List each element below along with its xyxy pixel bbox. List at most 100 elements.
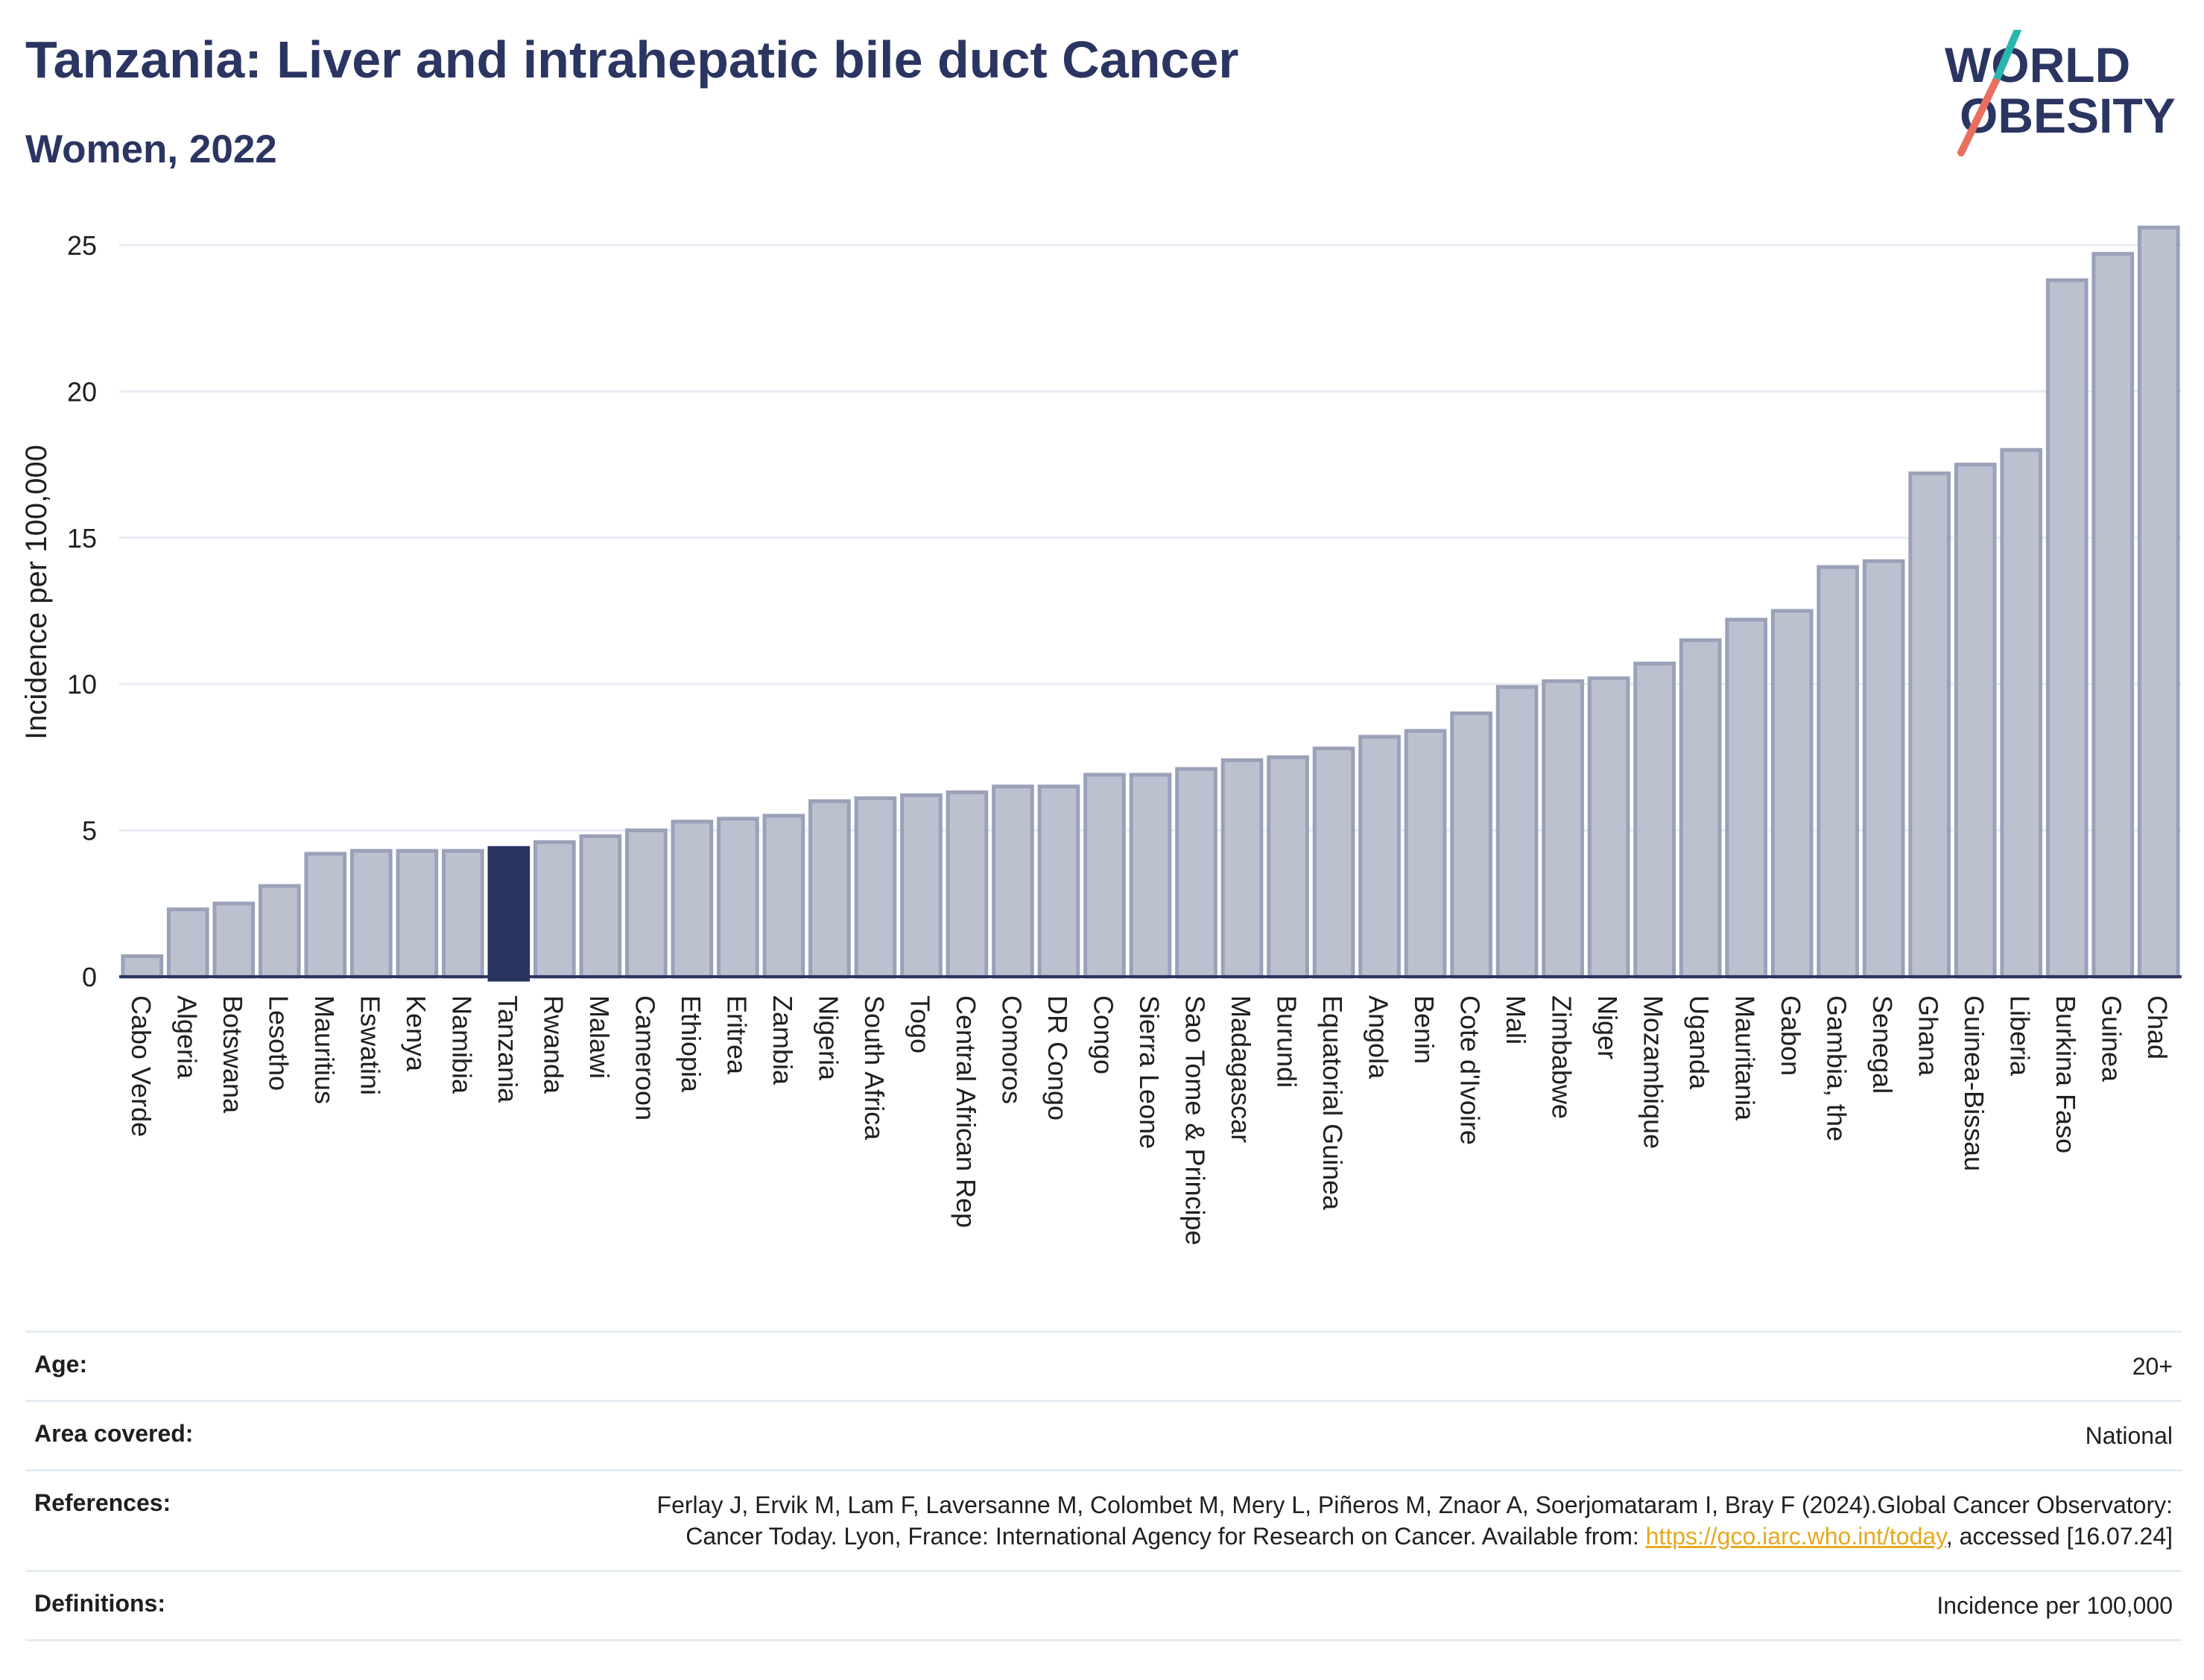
x-tick-label: Uganda	[1684, 995, 1714, 1090]
x-tick-label: Guinea	[2097, 995, 2127, 1083]
x-tick-label: Tanzania	[493, 995, 523, 1103]
bar-kenya	[396, 849, 439, 979]
x-tick-label: Lesotho	[263, 995, 294, 1091]
x-tick-label: Rwanda	[538, 995, 569, 1094]
x-tick-label: Cote d'Ivoire	[1455, 995, 1486, 1145]
bar-gambia-the	[1817, 565, 1860, 979]
area-label: Area covered:	[34, 1420, 194, 1447]
bar-burundi	[1267, 755, 1309, 979]
area-value: National	[2085, 1422, 2173, 1449]
bar-botswana	[212, 901, 256, 979]
x-tick-label: Guinea-Bissau	[1959, 995, 1989, 1171]
x-tick-label: Botswana	[218, 995, 248, 1114]
y-tick-label: 0	[82, 962, 97, 992]
info-table: Age: 20+ Area covered: National Referenc…	[25, 1331, 2182, 1641]
x-tick-label: Burkina Faso	[2051, 995, 2081, 1153]
bar-ghana	[1908, 471, 1951, 979]
x-tick-label: Eritrea	[721, 995, 752, 1075]
x-tick-label: Sierra Leone	[1134, 995, 1165, 1149]
x-tick-label: Mauritius	[309, 995, 340, 1104]
definitions-label: Definitions:	[34, 1590, 165, 1617]
bar-south-africa	[854, 796, 897, 979]
bar-mauritius	[304, 852, 347, 979]
x-tick-label: South Africa	[859, 995, 890, 1141]
x-tick-label: Ethiopia	[676, 995, 706, 1093]
bar-equatorial-guinea	[1312, 747, 1355, 979]
x-tick-label: Burundi	[1272, 995, 1302, 1088]
bar-angola	[1358, 735, 1401, 979]
x-tick-label: Togo	[905, 995, 935, 1053]
reference-text: Ferlay J, Ervik M, Lam F, Laversanne M, …	[656, 1492, 2173, 1550]
info-row-references: References: Ferlay J, Ervik M, Lam F, La…	[25, 1469, 2182, 1570]
x-tick-label: Angola	[1364, 995, 1394, 1080]
bar-cote-d-ivoire	[1450, 711, 1492, 979]
y-tick-label: 10	[67, 669, 97, 700]
bar-cameroon	[625, 828, 668, 979]
bar-congo	[1083, 773, 1126, 979]
info-row-definitions: Definitions: Incidence per 100,000	[25, 1570, 2182, 1641]
y-tick-label: 5	[82, 816, 97, 846]
chart-subtitle: Women, 2022	[25, 127, 277, 171]
x-tick-label: Ghana	[1913, 995, 1944, 1077]
bar-zambia	[762, 814, 805, 979]
x-tick-label: Gabon	[1776, 995, 1806, 1076]
x-tick-labels: Cabo Verde Algeria Botswana Lesotho Mauritiu…	[126, 995, 2173, 1246]
bar-nigeria	[808, 799, 851, 979]
logo-line-2: OBESITY	[1960, 88, 2176, 143]
logo-slash-coral	[1957, 78, 1999, 156]
bar-togo	[900, 793, 943, 979]
bar-mauritania	[1725, 618, 1767, 979]
x-tick-label: Algeria	[171, 995, 202, 1080]
info-row-area: Area covered: National	[25, 1400, 2182, 1469]
bar-chart: 0 5 10 15 20 25 Cabo Verde Algeria Botswana Leso…	[20, 225, 2182, 1246]
x-tick-label: Kenya	[401, 995, 431, 1072]
info-row-age: Age: 20+	[25, 1331, 2182, 1400]
logo-slash-teal	[1992, 30, 2021, 86]
bar-namibia	[441, 849, 484, 979]
x-tick-label: Mauritania	[1730, 995, 1761, 1121]
x-tick-label: DR Congo	[1042, 995, 1073, 1120]
y-tick-label: 25	[67, 230, 97, 261]
age-label: Age:	[34, 1351, 88, 1378]
x-tick-label: Malawi	[584, 995, 615, 1079]
x-tick-label: Eswatini	[355, 995, 385, 1095]
x-tick-label: Gambia, the	[1822, 995, 1852, 1141]
bar-comoros	[992, 784, 1034, 979]
bar-rwanda	[533, 840, 576, 979]
reference-link[interactable]: https://gco.iarc.who.int/today	[1645, 1523, 1946, 1550]
x-tick-label: Zambia	[767, 995, 798, 1085]
bar-lesotho	[258, 884, 301, 979]
references-value: Ferlay J, Ervik M, Lam F, Laversanne M, …	[645, 1489, 2173, 1552]
bar-mali	[1495, 685, 1539, 979]
bar-tanzania	[487, 846, 531, 982]
bar-eritrea	[717, 817, 759, 979]
bar-mozambique	[1633, 662, 1676, 979]
bar-cabo-verde	[121, 954, 164, 979]
logo-line-1: WORLD	[1945, 37, 2130, 92]
x-tick-label: Cabo Verde	[126, 995, 156, 1137]
y-tick-label: 15	[67, 523, 97, 554]
bar-ethiopia	[671, 820, 714, 979]
bar-guinea-bissau	[1954, 463, 1997, 979]
x-tick-label: Central African Rep	[951, 995, 981, 1228]
bar-uganda	[1679, 638, 1722, 979]
bar-chad	[2137, 225, 2180, 979]
bar-dr-congo	[1037, 784, 1080, 979]
bar-algeria	[166, 907, 209, 979]
bar-niger	[1587, 676, 1630, 979]
bar-zimbabwe	[1542, 679, 1584, 979]
bar-eswatini	[349, 849, 393, 979]
x-tick-label: Zimbabwe	[1547, 995, 1577, 1119]
bar-sao-tome-principe	[1175, 767, 1217, 979]
references-label: References:	[34, 1489, 171, 1516]
x-tick-label: Benin	[1409, 995, 1440, 1064]
y-tick-label: 20	[67, 376, 97, 407]
x-tick-label: Comoros	[996, 995, 1027, 1104]
reference-accessed: , accessed [16.07.24]	[1945, 1523, 2173, 1550]
x-tick-label: Madagascar	[1226, 995, 1256, 1143]
bar-gabon	[1770, 609, 1814, 979]
bar-malawi	[579, 834, 622, 979]
y-tick-labels: 0 5 10 15 20 25	[67, 230, 97, 992]
x-tick-label: Namibia	[446, 995, 477, 1094]
bar-liberia	[2000, 448, 2043, 979]
